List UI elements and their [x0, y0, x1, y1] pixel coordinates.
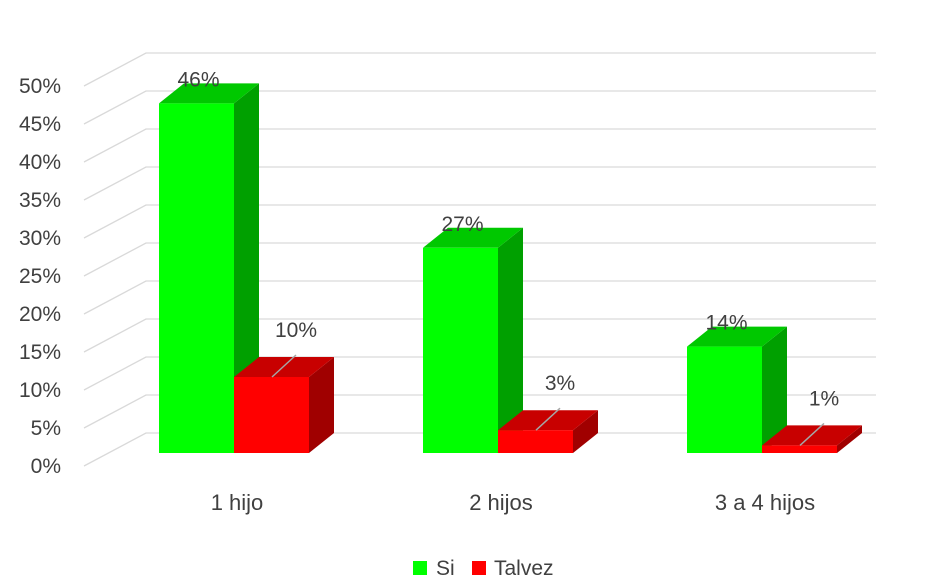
bar-front-face: [159, 103, 234, 454]
bar-side-face: [498, 227, 523, 453]
gridline: [83, 90, 876, 125]
gridline: [83, 394, 876, 429]
bar-side-face: [762, 326, 787, 453]
y-tick-label: 20%: [19, 303, 61, 326]
y-tick-label: 0%: [31, 455, 61, 478]
legend-swatch-si: [413, 561, 427, 575]
bar-front-face: [687, 346, 762, 453]
legend-label-talvez: Talvez: [494, 557, 554, 580]
gridline: [83, 204, 876, 239]
x-axis-category-labels: 1 hijo 2 hijos 3 a 4 hijos: [211, 490, 815, 515]
x-category-label: 3 a 4 hijos: [715, 490, 815, 515]
data-label: 3%: [545, 372, 575, 395]
gridline: [83, 356, 876, 391]
bar-top-face: [687, 326, 787, 347]
data-label: 1%: [809, 387, 839, 410]
bar-top-face: [159, 83, 259, 104]
bar-side-face: [309, 357, 334, 453]
y-tick-label: 30%: [19, 227, 61, 250]
y-tick-label: 5%: [31, 417, 61, 440]
bar-front-face: [762, 445, 837, 453]
bar-side-face: [234, 83, 259, 454]
legend-label-si: Si: [436, 557, 455, 580]
data-label: 14%: [705, 312, 747, 335]
y-tick-label: 35%: [19, 189, 61, 212]
gridline: [83, 166, 876, 201]
bar-front-face: [423, 247, 498, 453]
gridline: [83, 242, 876, 277]
y-tick-label: 45%: [19, 113, 61, 136]
gridlines: [83, 52, 876, 467]
data-label-leader-line: [799, 422, 825, 446]
bars: 46% 10% 27% 3% 14% 1%: [159, 68, 862, 454]
x-category-label: 2 hijos: [469, 490, 533, 515]
y-tick-label: 50%: [19, 75, 61, 98]
data-label: 46%: [177, 68, 219, 91]
bar-side-face: [837, 425, 862, 453]
bar-si-1: [159, 83, 259, 454]
gridline: [83, 432, 876, 467]
bar-front-face: [234, 377, 309, 453]
bar-talvez-1: [234, 357, 334, 453]
y-tick-label: 15%: [19, 341, 61, 364]
gridline: [83, 52, 876, 87]
gridline: [83, 128, 876, 163]
data-label: 27%: [441, 213, 483, 236]
data-label-leader-line: [535, 407, 561, 431]
gridline: [83, 280, 876, 315]
bar-top-face: [423, 227, 523, 248]
legend: Si Talvez: [413, 557, 554, 580]
bar-si-2: [423, 227, 523, 453]
legend-swatch-talvez: [472, 561, 486, 575]
bar-si-3: [687, 326, 787, 453]
bar-front-face: [498, 430, 573, 453]
data-label: 10%: [275, 319, 317, 342]
y-tick-label: 40%: [19, 151, 61, 174]
y-tick-label: 10%: [19, 379, 61, 402]
bar-side-face: [573, 410, 598, 453]
y-axis-tick-labels: 0% 5% 10% 15% 20% 25% 30% 35% 40% 45% 50%: [19, 75, 61, 478]
data-label-leader-line: [271, 354, 297, 378]
y-tick-label: 25%: [19, 265, 61, 288]
gridline: [83, 318, 876, 353]
x-category-label: 1 hijo: [211, 490, 264, 515]
